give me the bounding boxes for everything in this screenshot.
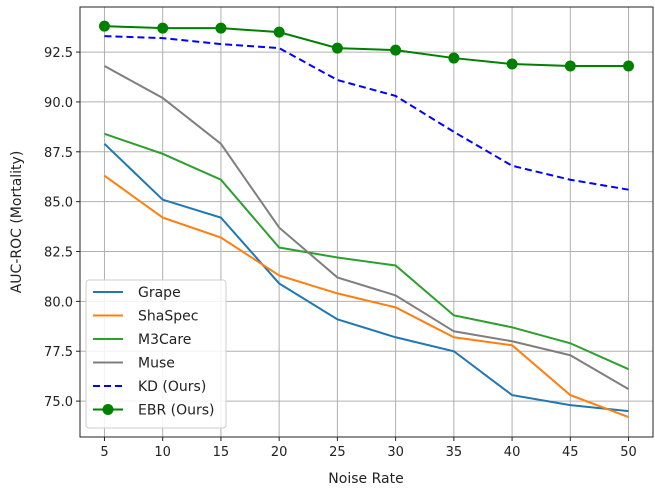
- legend-label: EBR (Ours): [138, 403, 215, 419]
- legend-box: [85, 279, 227, 429]
- legend-label: ShaSpec: [138, 309, 198, 325]
- data-point: [564, 60, 576, 72]
- y-axis-label: AUC-ROC (Mortality): [9, 151, 25, 294]
- x-tick-label: 5: [100, 445, 108, 460]
- x-tick-label: 45: [562, 445, 579, 460]
- x-tick-label: 40: [504, 445, 521, 460]
- y-tick-label: 75.0: [44, 395, 73, 410]
- data-point: [390, 44, 402, 56]
- data-point: [215, 22, 227, 34]
- series-line-shaspec: [103, 174, 629, 418]
- y-tick-label: 85.0: [44, 196, 73, 211]
- legend: Grape ShaSpec M3Care Muse KD (Ours) EBR (Ours…: [85, 279, 227, 429]
- data-point: [98, 20, 110, 32]
- data-point: [157, 22, 169, 34]
- x-tick-label: 35: [446, 445, 463, 460]
- y-tick-label: 77.5: [44, 345, 73, 360]
- series-line-ebr-ours-: [104, 25, 629, 68]
- legend-label: M3Care: [138, 332, 191, 348]
- y-tick-label: 87.5: [44, 146, 73, 161]
- series-line-kd-ours-: [104, 35, 629, 191]
- data-point: [623, 60, 635, 72]
- legend-label: Grape: [138, 285, 181, 301]
- legend-label: KD (Ours): [138, 379, 206, 395]
- x-tick-label: 25: [329, 445, 346, 460]
- legend-label: Muse: [138, 356, 175, 372]
- series-line-m3care: [104, 132, 629, 371]
- y-tick-label: 82.5: [44, 246, 73, 261]
- y-tick-label: 92.5: [44, 46, 73, 61]
- y-tick-label: 80.0: [44, 295, 73, 310]
- x-tick-label: 10: [154, 445, 171, 460]
- data-point: [331, 42, 343, 54]
- data-point: [448, 52, 460, 64]
- series-line-grape: [103, 143, 629, 413]
- x-axis-label: Noise Rate: [328, 471, 403, 487]
- series-line-muse: [103, 65, 630, 390]
- legend-marker: [102, 404, 114, 415]
- y-tick-label: 90.0: [44, 96, 73, 111]
- plot-frame: [79, 6, 654, 438]
- x-tick-label: 30: [387, 445, 404, 460]
- data-point: [273, 26, 285, 38]
- data-point: [506, 58, 518, 70]
- x-tick-label: 20: [271, 445, 288, 460]
- x-tick-label: 50: [620, 445, 637, 460]
- x-tick-label: 15: [213, 445, 230, 460]
